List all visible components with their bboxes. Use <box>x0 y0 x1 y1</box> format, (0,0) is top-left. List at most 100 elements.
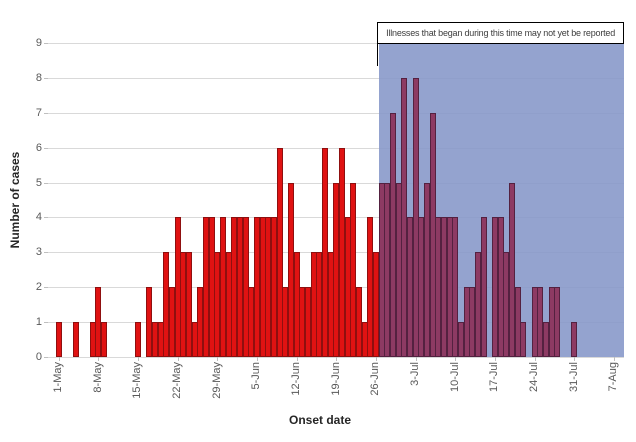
y-tick-mark <box>44 252 48 254</box>
case-bar <box>310 252 317 357</box>
case-bar <box>282 287 289 357</box>
x-tick-mark <box>336 357 338 361</box>
case-bar <box>441 217 448 357</box>
case-bar <box>101 322 108 357</box>
case-bar <box>203 217 210 357</box>
case-bar <box>424 182 431 357</box>
case-bar <box>395 182 402 357</box>
x-tick-mark <box>58 357 60 361</box>
case-bar <box>514 287 521 357</box>
x-tick-mark <box>217 357 219 361</box>
case-bar <box>242 217 249 357</box>
y-tick-mark <box>44 357 48 358</box>
x-tick-mark <box>256 357 258 361</box>
case-bar <box>520 322 527 357</box>
case-bar <box>350 182 357 357</box>
x-tick-label: 29-May <box>210 362 223 399</box>
x-tick-label: 19-Jun <box>329 362 342 396</box>
case-bar <box>407 217 414 357</box>
case-bar <box>327 252 334 357</box>
case-bar <box>384 182 391 357</box>
y-tick-mark <box>44 217 48 219</box>
x-tick-label: 1-May <box>52 362 64 393</box>
case-bar <box>463 287 470 357</box>
case-bar <box>497 217 504 357</box>
y-tick-label: 2 <box>35 281 42 294</box>
case-bar <box>305 287 312 357</box>
case-bar <box>186 252 193 357</box>
x-tick-label: 17-Jul <box>488 362 501 392</box>
x-tick-mark <box>534 357 536 361</box>
gridline <box>48 147 624 149</box>
case-bar <box>231 217 238 357</box>
y-tick-label: 5 <box>35 176 42 189</box>
case-bar <box>237 217 244 357</box>
x-axis-title: Onset date <box>288 413 352 427</box>
x-tick-label: 31-Jul <box>567 362 580 392</box>
case-bar <box>89 322 96 357</box>
case-bar <box>469 287 476 357</box>
case-bar <box>373 252 380 357</box>
case-bar <box>492 217 499 357</box>
x-tick-label: 10-Jul <box>448 362 461 392</box>
x-tick-mark <box>613 357 615 361</box>
x-tick-label: 22-May <box>171 362 183 399</box>
case-bar <box>509 182 516 357</box>
case-bar <box>531 287 538 357</box>
y-tick-mark <box>44 182 48 184</box>
y-tick-mark <box>44 322 48 324</box>
gridline <box>48 112 624 114</box>
x-tick-mark <box>177 357 179 361</box>
case-bar <box>72 322 79 357</box>
case-bar <box>299 287 306 357</box>
x-tick-mark <box>296 357 298 361</box>
case-bar <box>543 322 550 357</box>
x-tick-label: 7-Aug <box>607 362 620 392</box>
x-tick-label: 3-Jul <box>409 362 421 386</box>
case-bar <box>548 287 555 357</box>
case-bar <box>401 77 408 357</box>
unreported-region-start-line <box>377 22 379 66</box>
case-bar <box>214 252 221 357</box>
case-bar <box>458 322 465 357</box>
case-bar <box>356 287 363 357</box>
case-bar <box>191 322 198 357</box>
y-tick-label: 9 <box>35 37 42 49</box>
case-bar <box>55 322 62 357</box>
case-bar <box>271 217 278 357</box>
case-bar <box>503 252 510 357</box>
x-tick-label: 24-Jul <box>528 362 540 392</box>
case-bar <box>135 322 142 357</box>
case-bar <box>480 217 487 357</box>
case-bar <box>390 112 397 357</box>
case-bar <box>412 77 419 357</box>
case-bar <box>344 217 351 357</box>
case-bar <box>361 322 368 357</box>
x-tick-label: 15-May <box>131 362 144 399</box>
case-bar <box>452 217 459 357</box>
case-bar <box>169 287 176 357</box>
y-tick-label: 8 <box>35 71 42 84</box>
case-bar <box>95 287 102 357</box>
case-bar <box>316 252 323 357</box>
case-bar <box>475 252 482 357</box>
case-bar <box>146 287 153 357</box>
case-bar <box>174 217 181 357</box>
x-tick-label: 12-Jun <box>290 362 302 396</box>
x-tick-mark <box>455 357 457 361</box>
x-tick-mark <box>98 357 100 361</box>
case-bar <box>265 217 272 357</box>
y-tick-mark <box>44 43 48 44</box>
case-bar <box>288 182 295 357</box>
x-tick-mark <box>137 357 139 361</box>
case-bar <box>157 322 164 357</box>
y-tick-label: 7 <box>35 106 42 119</box>
case-bar <box>163 252 170 357</box>
case-bar <box>339 147 346 357</box>
case-bar <box>259 217 266 357</box>
x-tick-mark <box>574 357 576 361</box>
case-bar <box>446 217 453 357</box>
y-tick-mark <box>44 287 48 289</box>
case-bar <box>367 217 374 357</box>
case-bar <box>571 322 578 357</box>
